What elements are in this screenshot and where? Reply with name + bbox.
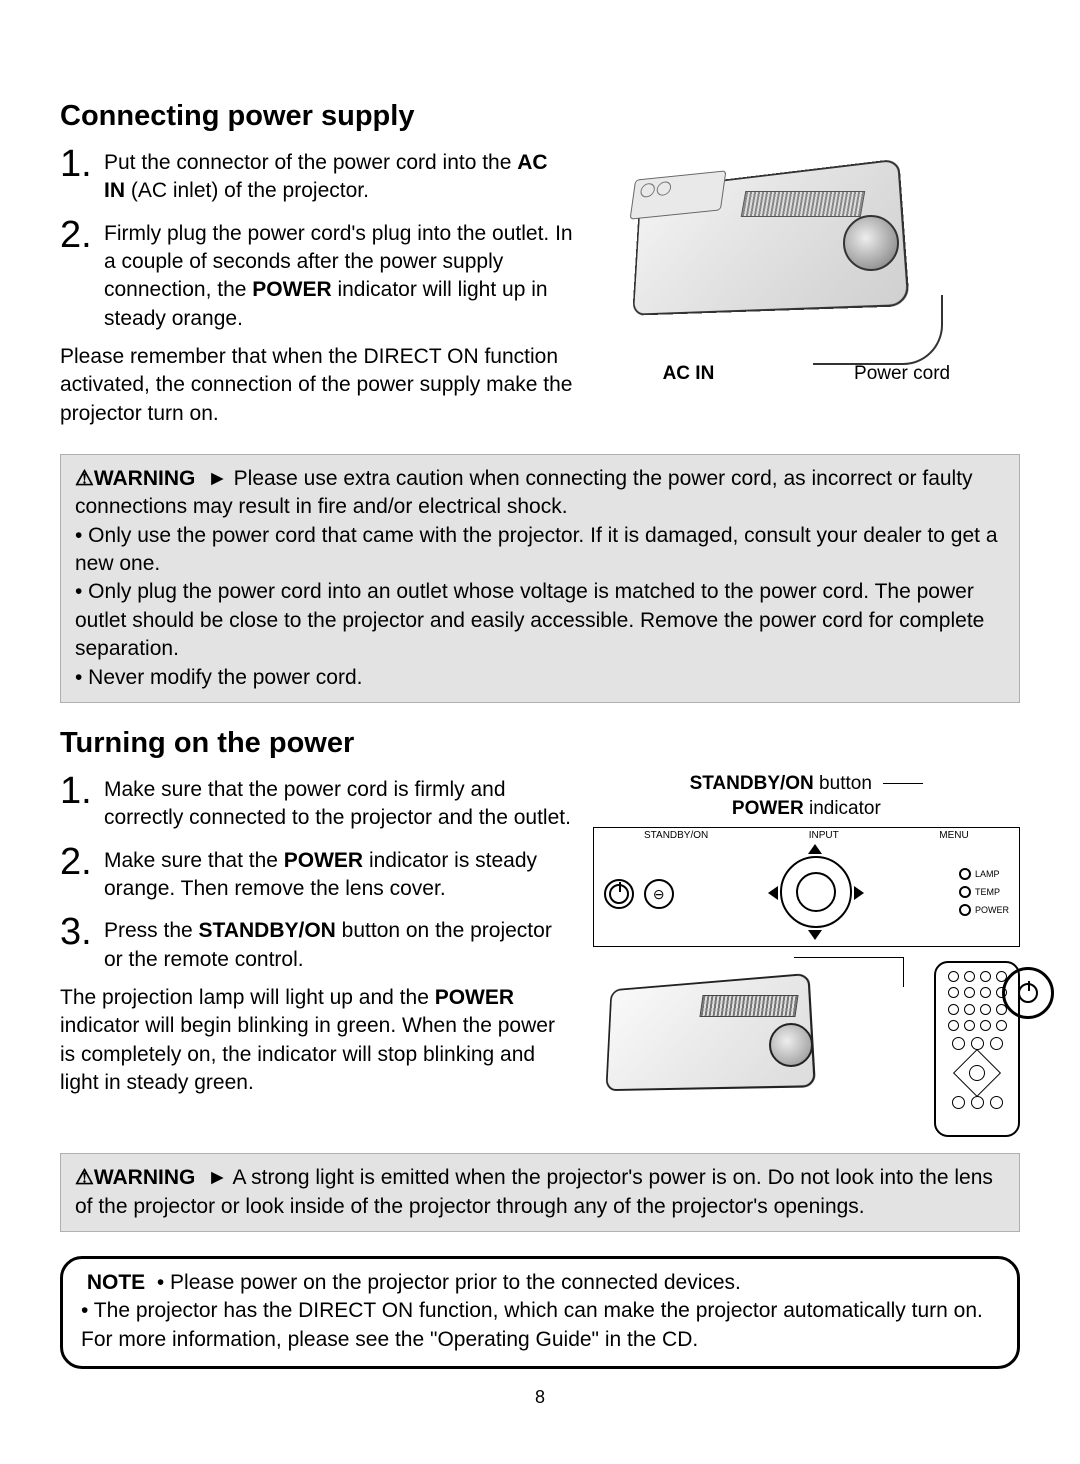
- warning-label: ⚠WARNING: [75, 467, 195, 490]
- s2-tail-a: The projection lamp will light up and th…: [60, 986, 435, 1009]
- warn1-b3: • Never modify the power cord.: [75, 666, 362, 689]
- step1-text-a: Put the connector of the power cord into…: [104, 151, 517, 174]
- panel-label-input: INPUT: [809, 830, 839, 841]
- panel-label-standby: STANDBY/ON: [644, 830, 708, 841]
- led-power: POWER: [975, 905, 1009, 915]
- step-3: 3. Press the STANDBY/ON button on the pr…: [60, 913, 573, 974]
- figure-row-2: [593, 961, 1020, 1137]
- remote-dpad: [953, 1049, 1001, 1097]
- panel-label-menu: MENU: [939, 830, 968, 841]
- step-number: 1.: [60, 145, 98, 206]
- section2-text: 1. Make sure that the power cord is firm…: [60, 772, 573, 1137]
- step-number: 1.: [60, 772, 98, 833]
- step1-text-b: (AC inlet) of the projector.: [125, 179, 369, 202]
- callout-standby-suffix: button: [814, 773, 872, 794]
- control-panel-diagram: STANDBY/ON INPUT MENU ⊖ LAMP: [593, 827, 1020, 947]
- section1-columns: 1. Put the connector of the power cord i…: [60, 145, 1020, 438]
- callout-line: [794, 957, 904, 987]
- section1-paragraph: Please remember that when the DIRECT ON …: [60, 343, 573, 428]
- s2-tail-bold: POWER: [435, 986, 514, 1009]
- step2-bold: POWER: [252, 278, 331, 301]
- fig-label-acin: AC IN: [663, 363, 715, 385]
- callouts: STANDBY/ON button POWER indicator: [593, 772, 1020, 821]
- s2-step3-a: Press the: [104, 919, 199, 942]
- step-2: 2. Firmly plug the power cord's plug int…: [60, 216, 573, 333]
- note-b1: • Please power on the projector prior to…: [157, 1271, 741, 1294]
- section1-figure: AC IN Power cord: [593, 145, 1020, 438]
- section1-text: 1. Put the connector of the power cord i…: [60, 145, 573, 438]
- s2-tail-b: indicator will begin blinking in green. …: [60, 1014, 555, 1094]
- warn1-b1: • Only use the power cord that came with…: [75, 524, 998, 575]
- step-number: 3.: [60, 913, 98, 974]
- step-number: 2.: [60, 843, 98, 904]
- s2-step3-bold: STANDBY/ON: [199, 919, 336, 942]
- dpad: [756, 846, 876, 938]
- s2-step1: Make sure that the power cord is firmly …: [104, 772, 573, 833]
- standby-button-icon: [604, 879, 634, 909]
- heading-turning-on: Turning on the power: [60, 727, 1020, 760]
- callout-power-suffix: indicator: [804, 798, 881, 819]
- arrow-icon: ►: [207, 1164, 228, 1192]
- s2-tail: The projection lamp will light up and th…: [60, 984, 573, 1097]
- projector-illustration: [593, 145, 1020, 355]
- warning-box-2: ⚠WARNING ► A strong light is emitted whe…: [60, 1153, 1020, 1232]
- led-temp: TEMP: [975, 887, 1000, 897]
- led-indicators: LAMP TEMP POWER: [959, 868, 1009, 916]
- arrow-icon: ►: [207, 465, 228, 493]
- step-1: 1. Put the connector of the power cord i…: [60, 145, 573, 206]
- step-1: 1. Make sure that the power cord is firm…: [60, 772, 573, 833]
- heading-connecting: Connecting power supply: [60, 100, 1020, 133]
- callout-power: POWER: [732, 798, 804, 819]
- remote-illustration: [934, 961, 1020, 1137]
- page-number: 8: [60, 1387, 1020, 1408]
- manual-page: Connecting power supply 1. Put the conne…: [60, 100, 1020, 1408]
- callout-standby: STANDBY/ON: [690, 773, 814, 794]
- warning-label: ⚠WARNING: [75, 1166, 195, 1189]
- step-2: 2. Make sure that the POWER indicator is…: [60, 843, 573, 904]
- fig-label-cord: Power cord: [854, 363, 950, 385]
- step-number: 2.: [60, 216, 98, 333]
- s2-step2-a: Make sure that the: [104, 849, 284, 872]
- warning-box-1: ⚠WARNING ► Please use extra caution when…: [60, 454, 1020, 703]
- note-box: NOTE • Please power on the projector pri…: [60, 1256, 1020, 1369]
- note-b2: • The projector has the DIRECT ON functi…: [81, 1299, 983, 1350]
- input-button-icon: ⊖: [644, 879, 674, 909]
- s2-step2-bold: POWER: [284, 849, 363, 872]
- led-lamp: LAMP: [975, 869, 1000, 879]
- note-label: NOTE: [87, 1271, 145, 1294]
- section2-figure: STANDBY/ON button POWER indicator STANDB…: [593, 772, 1020, 1137]
- power-button-callout: [1002, 967, 1054, 1019]
- section2-columns: 1. Make sure that the power cord is firm…: [60, 772, 1020, 1137]
- warn1-b2: • Only plug the power cord into an outle…: [75, 580, 984, 660]
